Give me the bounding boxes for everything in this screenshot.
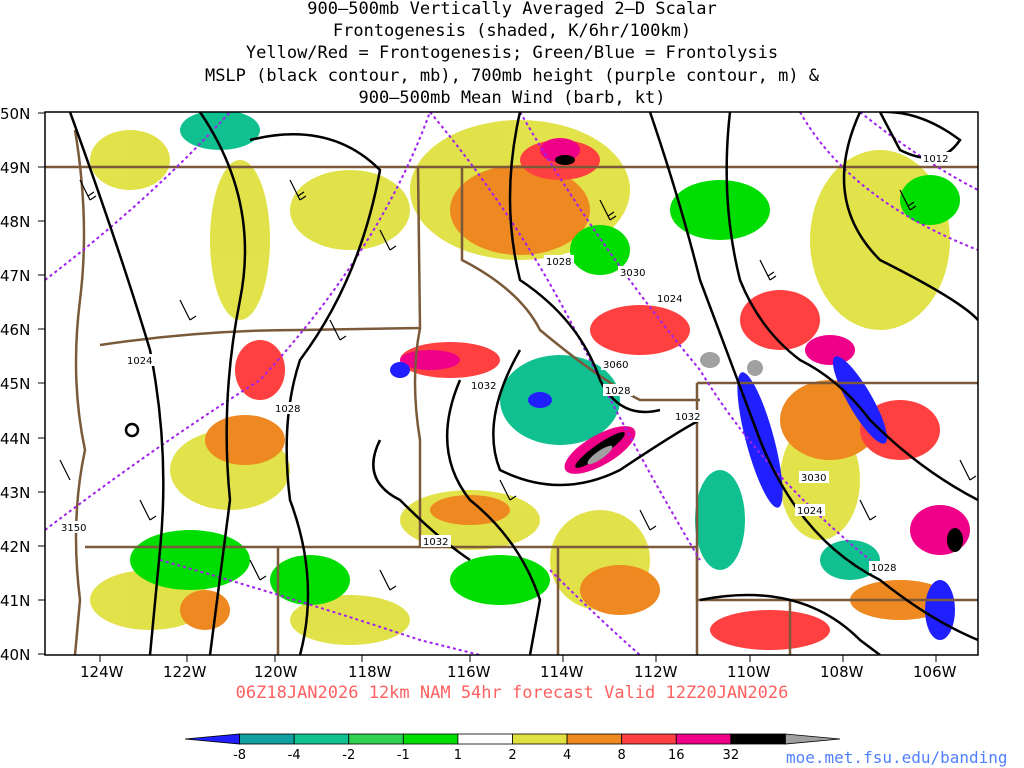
colorbar-label: -4 — [288, 748, 301, 763]
contour-label: 3150 — [61, 523, 86, 534]
lon-label: 118W — [348, 663, 392, 681]
longitude-axis: 124W 122W 120W 118W 116W 114W 112W 110W … — [80, 655, 957, 681]
colorbar-label: 1 — [454, 748, 462, 763]
latitude-axis: 50N 49N 48N 47N 46N 45N 44N 43N 42N 41N … — [0, 105, 45, 664]
lon-label: 110W — [727, 663, 771, 681]
colorbar-swatch — [402, 733, 459, 745]
colorbar-swatch — [348, 733, 404, 745]
lon-label: 108W — [820, 663, 864, 681]
contour-label: 1024 — [127, 356, 152, 367]
colorbar-label: -2 — [342, 748, 355, 763]
contour-label: 3030 — [620, 268, 645, 279]
title-line-1: 900–500mb Vertically Averaged 2–D Scalar — [307, 0, 717, 19]
title-line-5: 900–500mb Mean Wind (barb, kt) — [358, 88, 666, 108]
lon-label: 112W — [634, 663, 678, 681]
source-credit: moe.met.fsu.edu/banding — [786, 748, 1008, 767]
colorbar-label: 2 — [508, 748, 516, 763]
contour-label: 1028 — [546, 257, 571, 268]
lon-label: 116W — [447, 663, 491, 681]
colorbar-label: 32 — [723, 748, 740, 763]
colorbar-label: -1 — [397, 748, 410, 763]
contour-label: 1024 — [657, 294, 682, 305]
contour-label: 3030 — [801, 473, 826, 484]
contour-labels: 1012 1028 3030 1024 1024 3060 1032 1028 … — [59, 152, 951, 574]
wind-barbs — [59, 179, 977, 591]
lat-label: 45N — [0, 375, 30, 393]
lon-label: 106W — [913, 663, 957, 681]
lon-label: 114W — [540, 663, 584, 681]
lat-label: 43N — [0, 484, 30, 502]
lat-label: 41N — [0, 592, 30, 610]
lat-label: 40N — [0, 646, 30, 664]
title-line-4: MSLP (black contour, mb), 700mb height (… — [204, 66, 820, 86]
or-id-border — [413, 327, 422, 547]
colorbar-swatch — [293, 733, 350, 745]
lat-label: 49N — [0, 159, 30, 177]
lat-label: 44N — [0, 430, 30, 448]
lon-label: 120W — [254, 663, 298, 681]
contour-label: 1028 — [871, 563, 896, 574]
contour-label: 1032 — [675, 412, 700, 423]
colorbar-swatch — [621, 733, 677, 745]
colorbar-swatch — [675, 733, 732, 745]
colorbar-swatch — [785, 733, 841, 745]
colorbar-swatch — [512, 733, 568, 745]
contour-label: 1028 — [605, 386, 630, 397]
height-contours — [45, 112, 978, 655]
wy-border — [695, 383, 978, 602]
lat-label: 48N — [0, 213, 30, 231]
title-line-3: Yellow/Red = Frontogenesis; Green/Blue =… — [245, 43, 779, 63]
title-line-2: Frontogenesis (shaded, K/6hr/100km) — [332, 21, 692, 41]
mslp-contours — [68, 112, 978, 655]
colorbar-swatch — [184, 733, 240, 745]
contour-label: 3060 — [603, 360, 628, 371]
colorbar-label: 4 — [563, 748, 571, 763]
lon-label: 122W — [163, 663, 207, 681]
lat-label: 50N — [0, 105, 30, 123]
contour-label: 1024 — [797, 506, 822, 517]
colorbar-swatch — [457, 733, 513, 745]
contour-label: 1032 — [471, 381, 496, 392]
colorbar-swatch — [730, 733, 786, 745]
contour-label: 1028 — [275, 404, 300, 415]
lat-label: 42N — [0, 538, 30, 556]
wa-or-border — [99, 166, 422, 347]
lat-label: 46N — [0, 321, 30, 339]
colorbar-label: -8 — [233, 748, 246, 763]
colorbar-swatch — [239, 733, 295, 745]
colorbar-label: 16 — [668, 748, 685, 763]
colorbar: -8 -4 -2 -1 1 2 4 8 16 32 — [184, 733, 841, 763]
lon-label: 124W — [80, 663, 124, 681]
contour-label: 1032 — [423, 537, 448, 548]
contour-label: 1012 — [923, 154, 948, 165]
colorbar-label: 8 — [618, 748, 626, 763]
colorbar-swatch — [566, 733, 623, 745]
forecast-valid-label: 06Z18JAN2026 12km NAM 54hr forecast Vali… — [235, 683, 789, 703]
lat-label: 47N — [0, 267, 30, 285]
